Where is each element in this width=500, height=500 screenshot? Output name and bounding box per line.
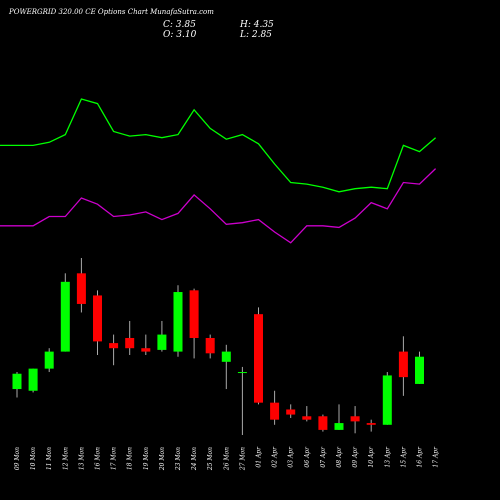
x-tick-label: 17 Apr (433, 446, 440, 468)
candle-body (189, 290, 199, 338)
candle-body (237, 372, 247, 374)
x-tick-label: 16 Apr (417, 446, 424, 468)
candle-body (157, 334, 167, 350)
x-tick-label: 13 Mon (78, 447, 85, 470)
x-tick-label: 06 Apr (304, 446, 311, 468)
candle-body (93, 295, 102, 342)
candle-body (350, 416, 360, 422)
x-tick-label: 16 Mon (95, 447, 102, 470)
candle-body (254, 314, 263, 403)
close-value: C: 3.85 (163, 20, 196, 30)
candlesticks (12, 258, 424, 435)
candle-body (12, 373, 22, 390)
x-tick-label: 19 Mon (143, 447, 150, 470)
x-tick-label: 07 Apr (320, 446, 327, 468)
indicator-line-2 (0, 168, 437, 244)
indicator-lines (0, 98, 437, 244)
x-tick-label: 13 Apr (384, 446, 391, 468)
x-tick-label: 23 Mon (175, 447, 182, 471)
x-tick-label: 15 Apr (400, 446, 407, 468)
x-tick-label: 01 Apr (256, 446, 263, 468)
open-value: O: 3.10 (163, 30, 197, 40)
candle-body (28, 368, 38, 391)
x-tick-label: 18 Mon (127, 447, 134, 470)
candle-body (44, 351, 54, 369)
candle-body (60, 281, 70, 352)
x-tick-label: 11 Mon (46, 447, 53, 470)
x-tick-label: 20 Mon (159, 447, 166, 471)
chart-title: POWERGRID 320.00 CE Options Chart Munafa… (8, 8, 214, 16)
x-tick-label: 10 Apr (368, 446, 375, 468)
x-tick-label: 10 Mon (30, 447, 37, 470)
candle-body (366, 423, 376, 425)
candle-body (398, 351, 408, 378)
candle-body (270, 402, 280, 420)
x-tick-label: 25 Mon (207, 447, 214, 471)
candle-body (125, 337, 135, 349)
candle-body (109, 343, 119, 349)
x-tick-label: 08 Apr (336, 446, 343, 468)
x-tick-label: 09 Mon (14, 447, 21, 470)
candle-body (141, 348, 151, 352)
candle-body (205, 337, 215, 354)
candle-body (382, 375, 392, 425)
indicator-line-1 (0, 98, 437, 193)
candle-body (286, 409, 296, 415)
x-tick-label: 12 Mon (62, 447, 69, 470)
candle-body (302, 416, 312, 420)
x-tick-label: 26 Mon (223, 447, 230, 471)
x-tick-label: 27 Mon (239, 447, 246, 471)
x-tick-label: 03 Apr (288, 446, 295, 468)
x-tick-label: 02 Apr (272, 446, 279, 468)
x-tick-label: 17 Mon (111, 447, 118, 470)
high-value: H: 4.35 (239, 20, 274, 30)
candle-body (334, 423, 344, 430)
low-value: L: 2.85 (239, 30, 272, 40)
candle-body (76, 273, 86, 304)
x-tick-label: 24 Mon (191, 447, 198, 471)
candle-body (221, 351, 231, 362)
x-axis-labels: 09 Mon 10 Mon 11 Mon 12 Mon 13 Mon 16 Mon 17 M… (14, 446, 440, 471)
candle-body (318, 416, 328, 430)
candle-body (415, 356, 424, 384)
x-tick-label: 09 Apr (352, 446, 359, 468)
candle-body (173, 292, 183, 352)
